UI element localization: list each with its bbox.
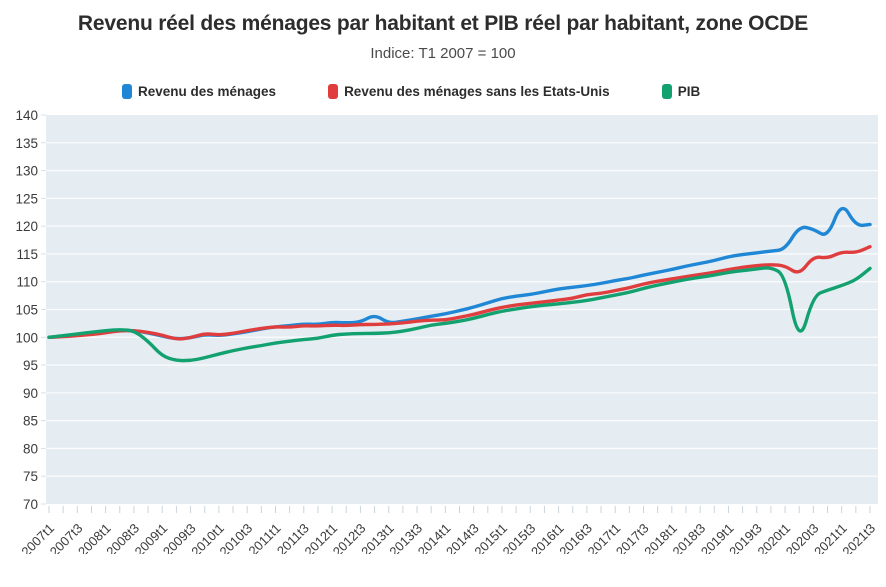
chart-header: Revenu réel des ménages par habitant et … xyxy=(0,12,886,62)
line-chart-canvas: 70 75 80 85 90 95 100 105 110 115 120 125 130 135 140 2… xyxy=(15,108,878,554)
legend-item-revenu-sans-eu: Revenu des ménages sans les Etats-Unis xyxy=(328,83,610,99)
y-axis-label: 105 xyxy=(15,303,38,318)
y-axis-label: 120 xyxy=(15,219,38,234)
x-axis-label: 2021t3 xyxy=(839,521,878,554)
legend-swatch-blue-icon xyxy=(122,83,132,99)
series-line-revenu-des-m-nages-sans-les-etats-unis xyxy=(47,245,872,341)
y-axis-label: 75 xyxy=(23,469,38,484)
legend-item-revenu-menages: Revenu des ménages xyxy=(122,83,277,99)
y-axis-label: 110 xyxy=(16,275,38,290)
y-axis-label: 70 xyxy=(23,497,38,512)
legend-item-pib: PIB xyxy=(661,83,701,99)
y-axis-label: 85 xyxy=(23,414,38,429)
legend-label: Revenu des ménages sans les Etats-Unis xyxy=(344,83,610,99)
legend-swatch-red-icon xyxy=(328,83,339,99)
page-subtitle: Indice: T1 2007 = 100 xyxy=(370,45,516,62)
legend-label: PIB xyxy=(677,83,701,99)
y-axis-label: 90 xyxy=(23,386,38,401)
y-axis-label: 80 xyxy=(23,441,38,456)
y-axis-label: 95 xyxy=(23,358,38,373)
legend-label: Revenu des ménages xyxy=(138,83,277,99)
y-axis-label: 115 xyxy=(16,247,38,262)
legend-swatch-green-icon xyxy=(661,83,672,99)
y-axis-label: 130 xyxy=(15,164,38,179)
page-title: Revenu réel des ménages par habitant et … xyxy=(77,12,809,35)
chart-legend: Revenu des ménages Revenu des ménages sa… xyxy=(0,83,886,99)
series-line-pib xyxy=(47,266,872,363)
y-axis-label: 100 xyxy=(15,330,38,345)
y-axis-label: 135 xyxy=(15,136,38,151)
y-axis-label: 140 xyxy=(15,108,38,123)
y-axis-label: 125 xyxy=(15,191,38,206)
